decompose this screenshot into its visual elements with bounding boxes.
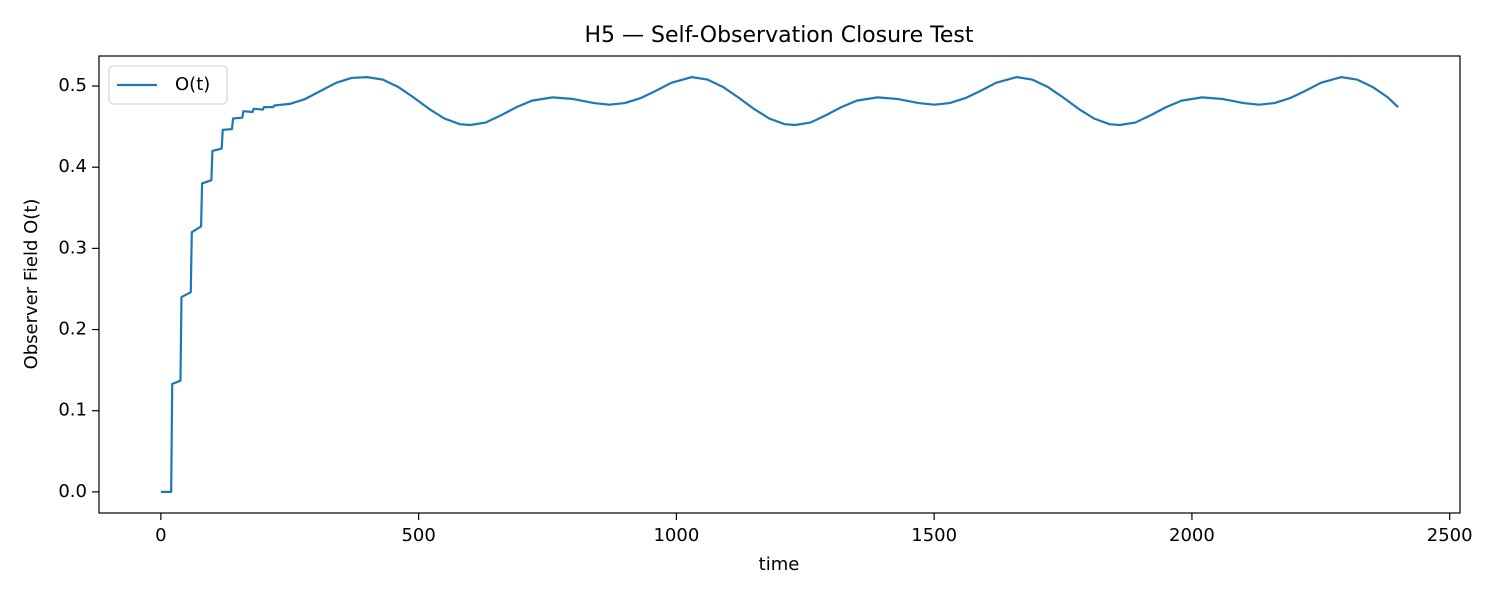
chart-title: H5 — Self-Observation Closure Test [585, 23, 974, 48]
x-tick-label: 2500 [1427, 525, 1473, 546]
x-axis-label: time [759, 554, 800, 575]
y-axis-label: Observer Field O(t) [21, 199, 42, 370]
y-tick-label: 0.2 [58, 319, 87, 340]
x-tick-label: 2000 [1169, 525, 1215, 546]
y-tick-label: 0.5 [58, 75, 87, 96]
y-tick-label: 0.0 [58, 481, 87, 502]
legend-box [108, 65, 228, 105]
axes-frame [98, 55, 1461, 514]
y-tick-label: 0.4 [58, 156, 87, 177]
data-line [160, 76, 1399, 493]
x-tick-label: 0 [155, 525, 166, 546]
x-tick-label: 1500 [911, 525, 957, 546]
y-tick-label: 0.1 [58, 400, 87, 421]
x-tick-label: 1000 [653, 525, 699, 546]
legend-label: O(t) [175, 74, 210, 95]
y-tick-label: 0.3 [58, 237, 87, 258]
x-tick-label: 500 [401, 525, 435, 546]
